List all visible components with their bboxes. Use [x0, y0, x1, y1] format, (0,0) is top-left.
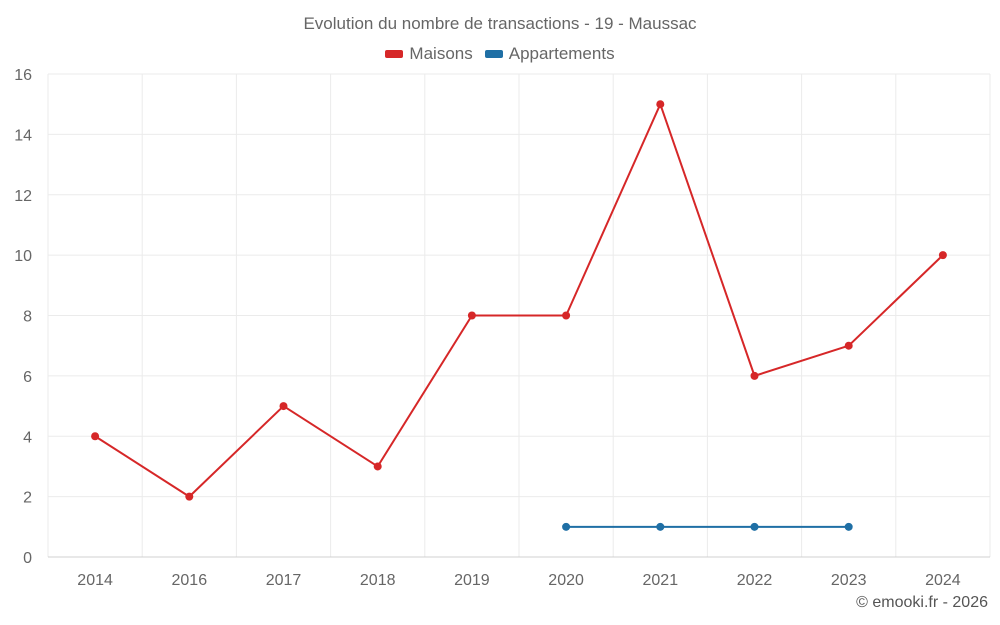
data-point-maisons — [938, 251, 947, 260]
x-tick-label: 2018 — [360, 572, 396, 589]
y-tick-label: 6 — [23, 369, 32, 386]
legend-item-appartements[interactable]: Appartements — [484, 44, 615, 64]
y-tick-label: 16 — [14, 67, 32, 84]
y-tick-label: 10 — [14, 248, 32, 265]
data-point-maisons — [91, 432, 100, 441]
legend-label-maisons: Maisons — [409, 44, 473, 63]
series-line-maisons — [94, 103, 944, 498]
x-tick-label: 2024 — [925, 572, 961, 589]
data-point-appartements — [750, 522, 759, 531]
data-point-maisons — [750, 371, 759, 380]
y-tick-label: 12 — [14, 188, 32, 205]
y-tick-label: 14 — [14, 127, 32, 144]
legend-item-maisons[interactable]: Maisons — [385, 44, 473, 64]
data-point-maisons — [562, 311, 571, 320]
data-point-appartements — [562, 522, 571, 531]
x-tick-label: 2019 — [454, 572, 490, 589]
y-tick-label: 8 — [23, 309, 32, 326]
x-tick-label: 2021 — [643, 572, 679, 589]
x-tick-label: 2017 — [266, 572, 302, 589]
x-tick-label: 2023 — [831, 572, 867, 589]
data-point-appartements — [656, 522, 665, 531]
data-point-maisons — [279, 402, 288, 411]
chart-title: Evolution du nombre de transactions - 19… — [303, 14, 697, 33]
legend-label-appartements: Appartements — [508, 44, 615, 63]
x-tick-label: 2016 — [172, 572, 208, 589]
data-point-maisons — [467, 311, 476, 320]
data-point-maisons — [656, 100, 665, 109]
data-point-appartements — [844, 522, 853, 531]
chart-legend: Maisons Appartements — [0, 44, 1000, 64]
legend-swatch-appartements — [484, 50, 503, 58]
data-point-maisons — [185, 492, 194, 501]
x-tick-label: 2022 — [737, 572, 773, 589]
legend-swatch-maisons — [385, 50, 404, 58]
x-tick-label: 2014 — [77, 572, 113, 589]
y-tick-label: 2 — [23, 490, 32, 507]
credit-text: © emooki.fr - 2026 — [856, 594, 988, 611]
x-tick-label: 2020 — [548, 572, 584, 589]
y-tick-label: 4 — [23, 429, 32, 446]
y-tick-label: 0 — [23, 550, 32, 567]
data-point-maisons — [844, 341, 853, 350]
data-point-maisons — [373, 462, 382, 471]
